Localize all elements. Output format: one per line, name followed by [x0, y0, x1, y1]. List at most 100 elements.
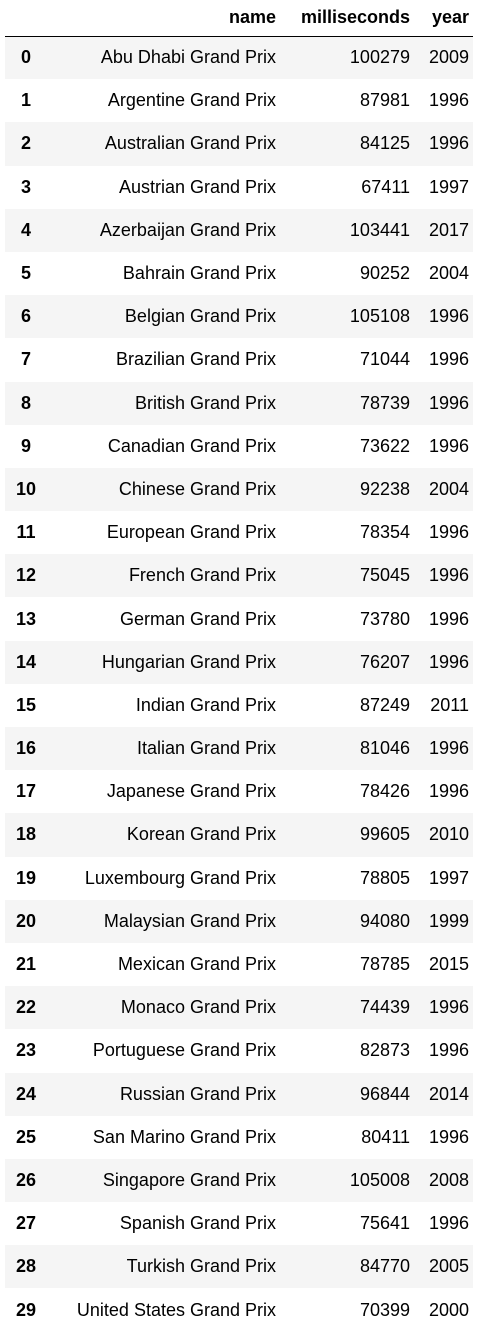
cell-year: 1996 — [428, 738, 469, 759]
cell-year: 1999 — [428, 910, 469, 931]
cell-name: San Marino Grand Prix — [92, 1126, 276, 1147]
row-index: 25 — [15, 1126, 37, 1147]
table-row: 6 Belgian Grand Prix 105108 1996 — [5, 295, 473, 339]
table-row: 26 Singapore Grand Prix 105008 2008 — [5, 1158, 473, 1203]
cell-name: Turkish Grand Prix — [126, 1256, 276, 1277]
cell-name: Korean Grand Prix — [126, 824, 276, 845]
cell-milliseconds: 78785 — [359, 954, 410, 975]
table-row: 22 Monaco Grand Prix 74439 1996 — [5, 986, 473, 1030]
cell-year: 2008 — [428, 1169, 469, 1190]
cell-name: Singapore Grand Prix — [102, 1169, 276, 1190]
table-row: 0 Abu Dhabi Grand Prix 100279 2009 — [5, 36, 473, 80]
column-header-milliseconds: milliseconds — [280, 0, 414, 37]
table-header: name milliseconds year — [5, 0, 473, 37]
cell-name: Australian Grand Prix — [104, 133, 276, 154]
cell-year: 2017 — [428, 219, 469, 240]
cell-milliseconds: 76207 — [359, 651, 410, 672]
cell-year: 1996 — [428, 997, 469, 1018]
table-row: 16 Italian Grand Prix 81046 1996 — [5, 727, 473, 771]
cell-name: Austrian Grand Prix — [118, 176, 276, 197]
cell-year: 1996 — [428, 608, 469, 629]
cell-year: 1996 — [428, 1126, 469, 1147]
cell-year: 2004 — [428, 263, 469, 284]
table-row: 15 Indian Grand Prix 87249 2011 — [5, 683, 473, 727]
cell-year: 1996 — [428, 435, 469, 456]
cell-milliseconds: 100279 — [349, 47, 410, 68]
table-row: 28 Turkish Grand Prix 84770 2005 — [5, 1245, 473, 1289]
cell-year: 2000 — [428, 1299, 469, 1320]
table-row: 2 Australian Grand Prix 84125 1996 — [5, 122, 473, 166]
row-index: 18 — [15, 824, 37, 845]
cell-milliseconds: 87249 — [359, 694, 410, 715]
cell-milliseconds: 78739 — [359, 392, 410, 413]
cell-year: 2014 — [428, 1083, 469, 1104]
cell-milliseconds: 75045 — [359, 565, 410, 586]
cell-name: Portuguese Grand Prix — [92, 1040, 276, 1061]
cell-year: 1997 — [428, 867, 469, 888]
cell-milliseconds: 99605 — [359, 824, 410, 845]
row-index: 24 — [15, 1083, 37, 1104]
cell-milliseconds: 78426 — [359, 781, 410, 802]
cell-name: Canadian Grand Prix — [107, 435, 276, 456]
cell-year: 1996 — [428, 306, 469, 327]
row-index: 26 — [15, 1169, 37, 1190]
cell-name: Bahrain Grand Prix — [122, 263, 276, 284]
cell-name: Azerbaijan Grand Prix — [99, 219, 276, 240]
table-row: 17 Japanese Grand Prix 78426 1996 — [5, 770, 473, 814]
cell-name: German Grand Prix — [119, 608, 276, 629]
cell-milliseconds: 73622 — [359, 435, 410, 456]
table-row: 5 Bahrain Grand Prix 90252 2004 — [5, 251, 473, 296]
cell-year: 2011 — [430, 694, 469, 715]
cell-milliseconds: 87981 — [359, 90, 410, 111]
cell-year: 1996 — [428, 651, 469, 672]
cell-name: Malaysian Grand Prix — [103, 910, 276, 931]
cell-name: Belgian Grand Prix — [124, 306, 276, 327]
row-index: 3 — [20, 176, 31, 197]
cell-name: Argentine Grand Prix — [107, 90, 276, 111]
cell-milliseconds: 67411 — [361, 176, 410, 197]
row-index: 17 — [15, 781, 37, 802]
cell-year: 1996 — [428, 1213, 469, 1234]
cell-name: Spanish Grand Prix — [119, 1213, 276, 1234]
table-row: 11 European Grand Prix 78354 1996 — [5, 511, 473, 555]
row-index: 27 — [15, 1213, 37, 1234]
row-index: 0 — [20, 47, 31, 68]
table-row: 29 United States Grand Prix 70399 2000 — [5, 1288, 473, 1332]
row-index: 13 — [15, 608, 37, 629]
table-row: 13 German Grand Prix 73780 1996 — [5, 597, 473, 641]
cell-milliseconds: 80411 — [361, 1126, 410, 1147]
cell-name: Abu Dhabi Grand Prix — [100, 47, 276, 68]
cell-milliseconds: 105008 — [349, 1169, 410, 1190]
table-row: 10 Chinese Grand Prix 92238 2004 — [5, 467, 473, 512]
cell-milliseconds: 92238 — [359, 478, 410, 499]
cell-milliseconds: 73780 — [359, 608, 410, 629]
row-index: 8 — [20, 392, 31, 413]
row-index: 23 — [15, 1040, 37, 1061]
cell-year: 2004 — [428, 478, 469, 499]
table-row: 7 Brazilian Grand Prix 71044 1996 — [5, 338, 473, 382]
cell-milliseconds: 90252 — [359, 263, 410, 284]
table-row: 4 Azerbaijan Grand Prix 103441 2017 — [5, 208, 473, 252]
cell-milliseconds: 81046 — [359, 738, 410, 759]
cell-year: 1996 — [428, 349, 469, 370]
cell-year: 2010 — [428, 824, 469, 845]
cell-year: 2005 — [428, 1256, 469, 1277]
table-row: 14 Hungarian Grand Prix 76207 1996 — [5, 640, 473, 684]
cell-name: United States Grand Prix — [76, 1299, 276, 1320]
row-index: 20 — [15, 910, 37, 931]
cell-year: 1996 — [428, 90, 469, 111]
cell-name: Italian Grand Prix — [136, 738, 276, 759]
row-index: 4 — [20, 219, 31, 240]
cell-name: Chinese Grand Prix — [118, 478, 276, 499]
cell-year: 1996 — [428, 1040, 469, 1061]
cell-year: 2015 — [428, 954, 469, 975]
cell-milliseconds: 84125 — [359, 133, 410, 154]
cell-name: French Grand Prix — [128, 565, 276, 586]
row-index: 2 — [20, 133, 31, 154]
row-index: 28 — [15, 1256, 37, 1277]
column-header-name: name — [47, 0, 280, 37]
cell-milliseconds: 75641 — [359, 1213, 410, 1234]
row-index: 14 — [15, 651, 37, 672]
cell-name: Japanese Grand Prix — [106, 781, 276, 802]
row-index: 11 — [16, 522, 36, 543]
